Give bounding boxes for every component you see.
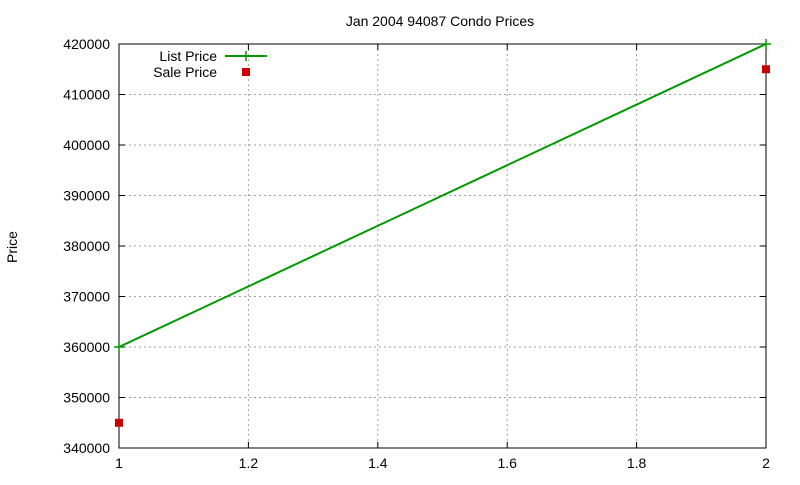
x-tick-label: 1.8 <box>627 455 647 471</box>
axis-layer: 1 1.2 1.4 1.6 1.8 2 340000 350000 360000 370000 38… <box>63 36 770 471</box>
y-tick-label: 400000 <box>63 137 110 153</box>
y-axis-label: Price <box>4 231 20 263</box>
y-tick-label: 360000 <box>63 339 110 355</box>
y-tick-label: 410000 <box>63 87 110 103</box>
list-price-point <box>761 39 771 49</box>
series-layer <box>114 39 771 427</box>
x-tick-label: 1.4 <box>368 455 388 471</box>
y-tick-label: 340000 <box>63 440 110 456</box>
x-tick-label: 1.6 <box>497 455 517 471</box>
chart-title: Jan 2004 94087 Condo Prices <box>346 13 534 29</box>
sale-price-point <box>762 65 770 74</box>
y-tick-label: 420000 <box>63 36 110 52</box>
x-tick-label: 1 <box>115 455 123 471</box>
x-tick-label: 1.2 <box>239 455 259 471</box>
legend-label-sale-price: Sale Price <box>153 64 217 80</box>
grid-layer <box>119 44 766 448</box>
legend-marker-sale-price <box>242 68 250 76</box>
x-tick-label: 2 <box>762 455 770 471</box>
y-tick-label: 390000 <box>63 188 110 204</box>
legend-marker-list-price <box>241 51 251 61</box>
list-price-point <box>114 342 124 352</box>
plot-border <box>118 43 767 449</box>
y-tick-label: 370000 <box>63 289 110 305</box>
y-tick-label: 380000 <box>63 238 110 254</box>
sale-price-point <box>115 418 123 427</box>
legend-label-list-price: List Price <box>159 48 217 64</box>
y-tick-label: 350000 <box>63 390 110 406</box>
list-price-line <box>118 43 767 348</box>
